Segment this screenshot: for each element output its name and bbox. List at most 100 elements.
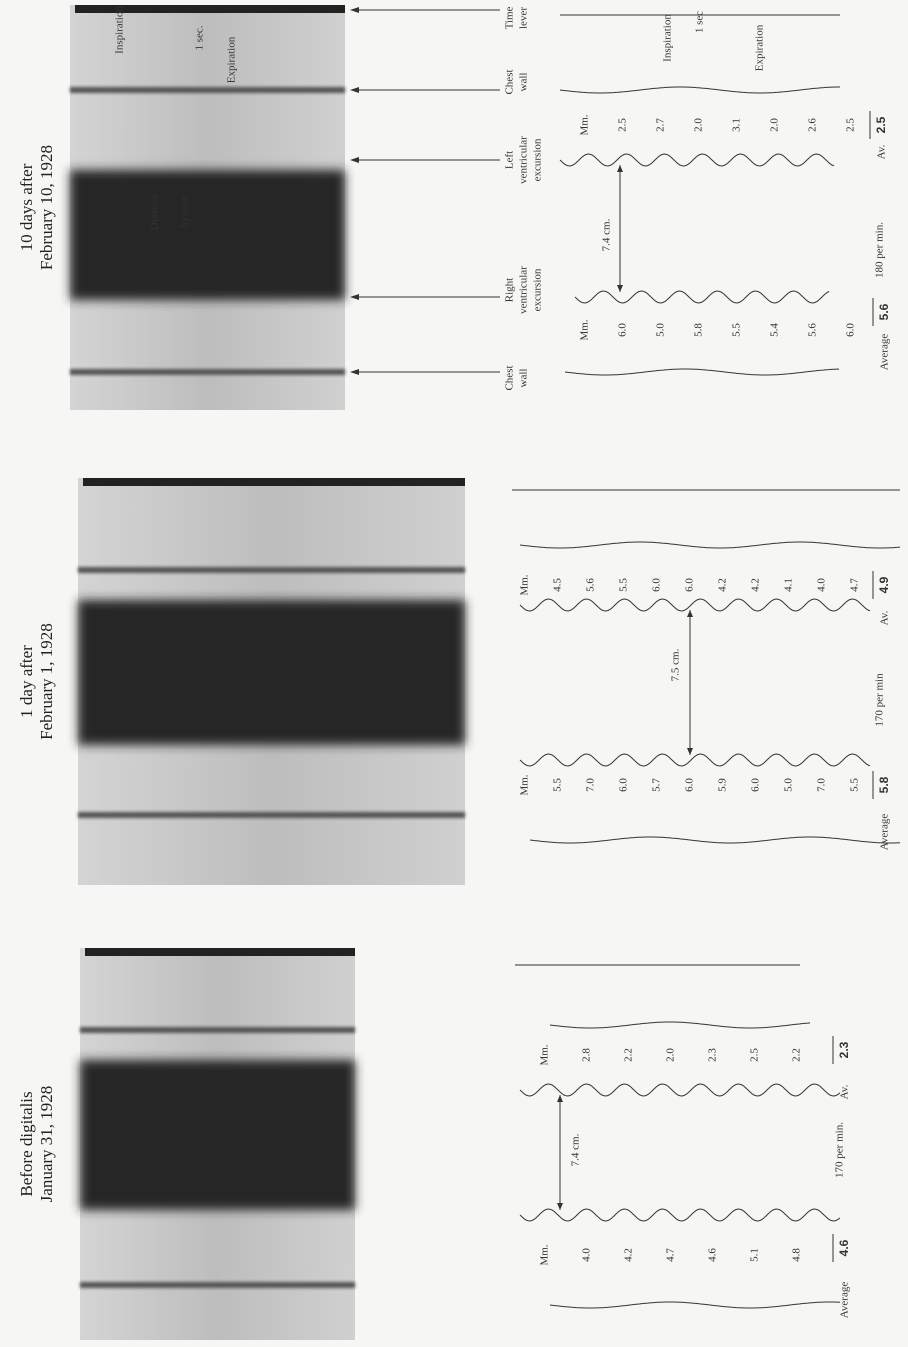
photo-label: Diastole [149, 194, 161, 231]
average-value: 5.8 [877, 776, 891, 793]
photo-label: 1 sec. [194, 25, 206, 50]
trace-label: Chest [504, 69, 516, 94]
tracing [529, 836, 901, 844]
trace-label: wall [518, 369, 530, 388]
measurement: 2.0 [769, 118, 781, 132]
measurement: 2.7 [655, 118, 667, 132]
measurement: 2.5 [617, 118, 629, 132]
measurement: 4.2 [623, 1248, 635, 1262]
trace-label: excursion [532, 268, 544, 311]
arrowhead [350, 87, 359, 93]
measurement: 5.5 [731, 323, 743, 337]
trace-label: Right [504, 278, 516, 302]
distance-label: 7.4 cm. [601, 218, 613, 251]
time-bar [83, 478, 465, 486]
average-label: Av. [876, 144, 888, 159]
trace-label: Left [504, 151, 516, 169]
time-bar [85, 948, 355, 956]
trace-label: ventricular [518, 136, 530, 184]
measurement: 6.0 [750, 778, 762, 792]
average-label: Average [879, 814, 891, 851]
measurement: 4.2 [750, 578, 762, 592]
heart-rate: 170 per min [874, 673, 886, 727]
measurement: 6.0 [651, 578, 663, 592]
average-value: 5.6 [877, 303, 891, 320]
column-header: Mm. [579, 319, 591, 340]
trace-label: lever [518, 7, 530, 29]
measurement: 4.1 [783, 578, 795, 592]
measurement: 6.0 [684, 778, 696, 792]
tracing [559, 153, 835, 167]
measurement: 5.1 [749, 1248, 761, 1262]
chest-wall-shadow [70, 369, 345, 375]
trace-label: Chest [504, 365, 516, 390]
chest-wall-shadow [70, 87, 345, 93]
average-value: 4.9 [877, 576, 891, 593]
trace-label: excursion [532, 138, 544, 181]
column-header: Mm. [519, 574, 531, 595]
measurement: 2.5 [749, 1048, 761, 1062]
photo-label: Expiration [226, 36, 238, 83]
average-value: 2.5 [874, 116, 888, 133]
tracing [574, 290, 830, 304]
tracing [549, 1301, 841, 1309]
measurement: 4.5 [552, 578, 564, 592]
arrowhead [350, 7, 359, 13]
timing-label: 1 sec [694, 11, 706, 33]
measurement: 2.2 [623, 1048, 635, 1062]
average-value: 2.3 [837, 1041, 851, 1058]
measurement: 4.7 [849, 578, 861, 592]
tracing [519, 753, 871, 767]
heart-shadow [70, 170, 345, 300]
measurement: 2.8 [581, 1048, 593, 1062]
measurement: 4.8 [791, 1248, 803, 1262]
photo-label: Systole [179, 196, 191, 229]
heart-shadow [78, 600, 465, 745]
measurement: 5.4 [769, 323, 781, 337]
measurement: 7.0 [585, 778, 597, 792]
measurement: 2.0 [693, 118, 705, 132]
column-header: Mm. [579, 114, 591, 135]
average-label: Av. [839, 1084, 851, 1099]
kymogram [78, 478, 465, 885]
trace-label: Time [504, 6, 516, 29]
measurement: 5.0 [783, 778, 795, 792]
panel-title: Before digitalis [17, 1091, 36, 1196]
measurement: 6.0 [618, 778, 630, 792]
heart-rate: 180 per min. [874, 222, 886, 278]
measurement: 2.3 [707, 1048, 719, 1062]
average-label: Average [839, 1282, 851, 1319]
tracing [564, 368, 839, 376]
average-value: 4.6 [837, 1239, 851, 1256]
tracing [519, 1208, 841, 1222]
measurement: 5.5 [849, 778, 861, 792]
photo-label: Inspiration [114, 6, 126, 54]
average-label: Av. [879, 610, 891, 625]
arrowhead [350, 157, 359, 163]
timing-label: Expiration [754, 24, 766, 71]
measurement: 4.6 [707, 1248, 719, 1262]
chest-wall-shadow [78, 812, 465, 818]
panel-title: 1 day after [17, 645, 36, 718]
kymogram [70, 5, 345, 410]
panel-title: January 31, 1928 [37, 1086, 56, 1203]
measurement: 5.5 [618, 578, 630, 592]
chest-wall-shadow [78, 567, 465, 573]
measurement: 4.0 [816, 578, 828, 592]
panel-title: 10 days after [17, 163, 36, 251]
tracing [549, 1021, 811, 1029]
measurement: 5.0 [655, 323, 667, 337]
chest-wall-shadow [80, 1282, 355, 1288]
measurement: 4.7 [665, 1248, 677, 1262]
measurement: 5.8 [693, 323, 705, 337]
panel-title: February 10, 1928 [37, 145, 56, 270]
distance-label: 7.5 cm. [670, 648, 682, 681]
kymogram [80, 948, 355, 1340]
measurement: 5.6 [585, 578, 597, 592]
column-header: Mm. [539, 1044, 551, 1065]
measurement: 2.6 [807, 118, 819, 132]
column-header: Mm. [539, 1244, 551, 1265]
measurement: 3.1 [731, 118, 743, 132]
measurement: 5.5 [552, 778, 564, 792]
